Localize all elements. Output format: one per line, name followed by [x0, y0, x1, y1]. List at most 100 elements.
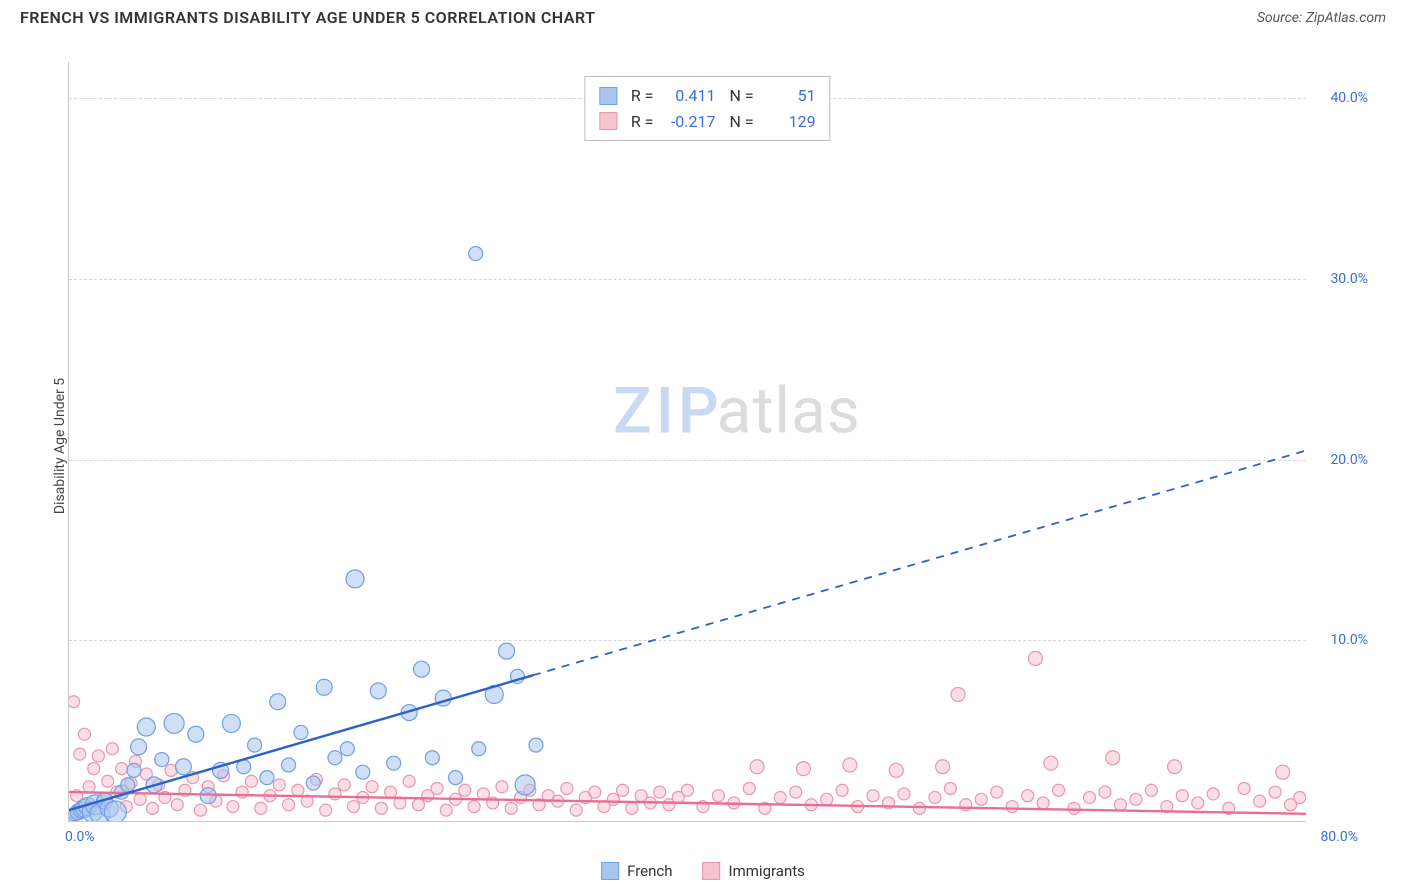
scatter-point: [843, 758, 857, 772]
scatter-point: [74, 748, 86, 760]
scatter-point: [188, 726, 204, 742]
scatter-point: [292, 784, 304, 796]
legend: French Immigrants: [601, 862, 805, 880]
scatter-point: [171, 799, 183, 811]
scatter-point: [1068, 802, 1080, 814]
scatter-point: [92, 750, 104, 762]
scatter-point: [975, 793, 987, 805]
scatter-point: [743, 782, 755, 794]
scatter-point: [617, 784, 629, 796]
y-tick-label: 20.0%: [1330, 452, 1368, 468]
scatter-point: [387, 756, 401, 770]
n-value-french: 51: [764, 83, 816, 109]
scatter-point: [836, 784, 848, 796]
stats-row-french: R = 0.411 N = 51: [599, 83, 816, 109]
scatter-point: [1044, 756, 1058, 770]
scatter-point: [155, 753, 169, 767]
scatter-point: [78, 728, 90, 740]
scatter-point: [414, 661, 430, 677]
scatter-point: [356, 765, 370, 779]
scatter-point: [570, 804, 582, 816]
plot-area: ZIPatlas R = 0.411 N = 51 R = -0.217 N =…: [68, 62, 1306, 822]
scatter-point: [227, 801, 239, 813]
scatter-point: [1130, 793, 1142, 805]
scatter-point: [134, 793, 146, 805]
chart-title: FRENCH VS IMMIGRANTS DISABILITY AGE UNDE…: [20, 8, 595, 27]
scatter-point: [750, 760, 764, 774]
scatter-point: [348, 801, 360, 813]
scatter-point: [1192, 797, 1204, 809]
scatter-point: [796, 762, 810, 776]
scatter-point: [529, 738, 543, 752]
scatter-point: [83, 781, 95, 793]
stats-box: R = 0.411 N = 51 R = -0.217 N = 129: [584, 76, 831, 141]
scatter-point: [459, 784, 471, 796]
scatter-point: [468, 801, 480, 813]
legend-label-french: French: [627, 862, 672, 880]
scatter-point: [306, 776, 320, 790]
scatter-point: [245, 775, 257, 787]
r-value-french: 0.411: [663, 83, 715, 109]
scatter-point: [146, 802, 158, 814]
scatter-point: [1168, 760, 1182, 774]
trend-line-dashed: [533, 451, 1306, 676]
r-value-immigrants: -0.217: [663, 109, 715, 135]
scatter-point: [682, 784, 694, 796]
scatter-point: [1114, 799, 1126, 811]
scatter-point: [1037, 797, 1049, 809]
scatter-point: [898, 788, 910, 800]
scatter-point: [1084, 792, 1096, 804]
x-min-label: 0.0%: [65, 829, 95, 845]
scatter-point: [131, 739, 147, 755]
scatter-point: [1254, 795, 1266, 807]
scatter-point: [69, 696, 80, 708]
header: FRENCH VS IMMIGRANTS DISABILITY AGE UNDE…: [0, 0, 1406, 33]
scatter-point: [260, 771, 274, 785]
legend-label-immigrants: Immigrants: [729, 862, 805, 880]
scatter-point: [496, 781, 508, 793]
scatter-point: [626, 802, 638, 814]
scatter-point: [282, 758, 296, 772]
scatter-point: [929, 792, 941, 804]
scatter-point: [294, 725, 308, 739]
scatter-point: [385, 786, 397, 798]
scatter-point: [346, 570, 364, 588]
legend-item-french: French: [601, 862, 672, 880]
scatter-point: [329, 788, 341, 800]
scatter-point: [366, 781, 378, 793]
scatter-point: [273, 779, 285, 791]
legend-item-immigrants: Immigrants: [703, 862, 805, 880]
scatter-point: [867, 790, 879, 802]
legend-swatch-french: [601, 862, 619, 880]
scatter-point: [1106, 751, 1120, 765]
scatter-point: [790, 786, 802, 798]
scatter-point: [370, 683, 386, 699]
scatter-point: [951, 688, 965, 702]
scatter-point: [515, 775, 535, 795]
scatter-point: [449, 771, 463, 785]
scatter-point: [1006, 801, 1018, 813]
scatter-point: [104, 801, 126, 821]
scatter-point: [88, 763, 100, 775]
scatter-point: [1238, 782, 1250, 794]
scatter-point: [412, 799, 424, 811]
stats-row-immigrants: R = -0.217 N = 129: [599, 109, 816, 135]
y-tick-label: 10.0%: [1330, 632, 1368, 648]
plot-svg: [69, 62, 1306, 821]
scatter-point: [340, 742, 354, 756]
scatter-point: [403, 775, 415, 787]
scatter-point: [440, 804, 452, 816]
scatter-point: [255, 802, 267, 814]
scatter-point: [654, 786, 666, 798]
scatter-point: [175, 759, 191, 775]
scatter-point: [338, 779, 350, 791]
scatter-point: [469, 247, 483, 261]
scatter-point: [936, 760, 950, 774]
scatter-point: [431, 782, 443, 794]
scatter-point: [248, 738, 262, 752]
scatter-point: [116, 763, 128, 775]
scatter-point: [320, 804, 332, 816]
scatter-point: [1207, 788, 1219, 800]
scatter-point: [607, 793, 619, 805]
chart-container: Disability Age Under 5 ZIPatlas R = 0.41…: [48, 50, 1376, 842]
